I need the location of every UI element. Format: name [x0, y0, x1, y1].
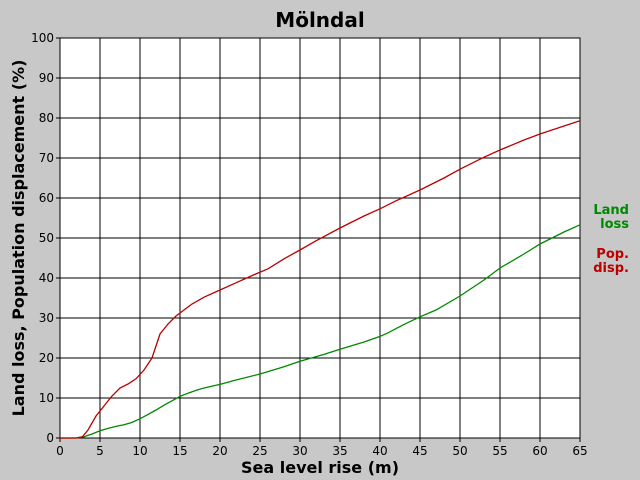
y-tick-label: 20 — [39, 351, 54, 365]
x-tick-label: 30 — [292, 444, 307, 458]
grid — [60, 38, 580, 438]
legend-entry-0: Land — [593, 203, 629, 218]
y-tick-label: 10 — [39, 391, 54, 405]
y-axis-label: Land loss, Population displacement (%) — [9, 60, 28, 417]
y-tick-label: 90 — [39, 71, 54, 85]
x-tick-label: 45 — [412, 444, 427, 458]
x-axis-ticks: 0 5 10 15 20 25 30 35 40 45 50 55 60 65 — [56, 438, 588, 458]
x-tick-label: 20 — [212, 444, 227, 458]
y-tick-label: 60 — [39, 191, 54, 205]
y-tick-label: 80 — [39, 111, 54, 125]
x-tick-label: 15 — [172, 444, 187, 458]
x-tick-label: 10 — [132, 444, 147, 458]
series-line-0 — [60, 224, 581, 439]
x-tick-label: 5 — [96, 444, 104, 458]
legend-entry-0: loss — [600, 217, 629, 232]
x-tick-label: 25 — [252, 444, 267, 458]
chart-title: Mölndal — [275, 8, 364, 32]
y-tick-label: 40 — [39, 271, 54, 285]
x-tick-label: 55 — [492, 444, 507, 458]
series-line-1 — [60, 120, 581, 439]
legend-entry-1: disp. — [593, 261, 629, 276]
x-tick-label: 60 — [532, 444, 547, 458]
x-axis-label: Sea level rise (m) — [241, 458, 399, 477]
y-tick-label: 50 — [39, 231, 54, 245]
x-tick-label: 0 — [56, 444, 64, 458]
x-tick-label: 65 — [572, 444, 587, 458]
x-tick-label: 50 — [452, 444, 467, 458]
y-tick-label: 100 — [31, 31, 54, 45]
y-tick-label: 30 — [39, 311, 54, 325]
x-tick-label: 35 — [332, 444, 347, 458]
y-axis-ticks: 0 10 20 30 40 50 60 70 80 90 100 — [31, 31, 60, 445]
y-tick-label: 0 — [46, 431, 54, 445]
x-tick-label: 40 — [372, 444, 387, 458]
y-tick-label: 70 — [39, 151, 54, 165]
series-lines — [60, 120, 581, 439]
legend-entry-1: Pop. — [596, 247, 629, 262]
